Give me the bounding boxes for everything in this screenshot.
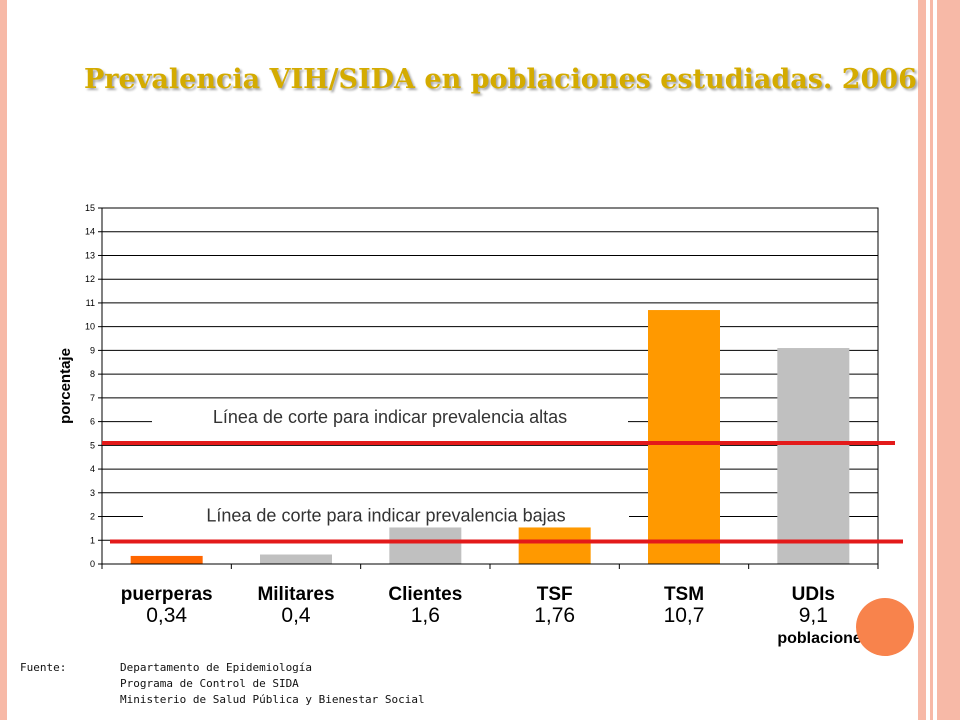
- value-label: 9,1: [799, 604, 828, 627]
- y-axis-label: porcentaje: [57, 348, 74, 424]
- source-label: Fuente:: [20, 661, 67, 674]
- bar-clientes: [389, 526, 462, 564]
- value-label: 0,34: [146, 604, 187, 627]
- frame-strip-right-1: [918, 0, 926, 720]
- value-label: 10,7: [664, 604, 705, 627]
- y-tick-label: 15: [85, 203, 95, 213]
- y-tick-label: 2: [90, 512, 95, 522]
- cutoff-lines: Línea de corte para indicar prevalencia …: [102, 407, 903, 544]
- cutoff-label-background: [143, 506, 629, 528]
- category-label: puerperas: [121, 584, 213, 605]
- bar-tsm: [648, 310, 720, 564]
- source-line: Ministerio de Salud Pública y Bienestar …: [120, 693, 425, 706]
- category-label: TSM: [664, 584, 704, 605]
- accent-circle: [856, 598, 914, 656]
- cutoff-label: Línea de corte para indicar prevalencia …: [213, 407, 567, 427]
- category-label: TSF: [537, 584, 573, 605]
- y-tick-label: 11: [86, 298, 95, 308]
- value-label: 0,4: [281, 604, 311, 627]
- value-labels: 0,34 0,4 1,6 1,76 10,7 9,1: [146, 604, 828, 627]
- slide-title: Prevalencia VIH/SIDA en poblaciones estu…: [84, 64, 917, 95]
- y-tick-label: 3: [90, 488, 95, 498]
- frame-strip-right-3: [937, 0, 960, 720]
- y-tick-label: 6: [90, 417, 95, 427]
- category-label: UDIs: [792, 584, 835, 605]
- bar-militares: [260, 554, 332, 564]
- y-tick-label: 1: [90, 535, 95, 545]
- category-label: Clientes: [388, 584, 462, 605]
- cutoff-label-background: [152, 407, 628, 429]
- category-label: Militares: [257, 584, 334, 605]
- y-tick-label: 5: [90, 440, 95, 450]
- cutoff-label: Línea de corte para indicar prevalencia …: [206, 505, 565, 525]
- y-tick-label: 8: [90, 369, 95, 379]
- x-axis-label: poblaciones: [777, 630, 870, 647]
- y-tick-label: 7: [90, 393, 95, 403]
- source-line: Departamento de Epidemiología: [120, 661, 313, 674]
- value-label: 1,76: [534, 604, 575, 627]
- bar-udis: [777, 348, 850, 564]
- grid-layer: [102, 231, 878, 541]
- y-tick-label: 10: [85, 322, 95, 332]
- y-tick-label: 12: [85, 274, 95, 284]
- category-labels: puerperas Militares Clientes TSF TSM UDIs: [101, 564, 879, 605]
- frame-strip-right-2: [930, 0, 933, 720]
- bar-puerperas: [130, 555, 203, 564]
- value-label: 1,6: [411, 604, 440, 627]
- y-tick-label: 14: [85, 227, 95, 237]
- y-tick-label: 9: [90, 345, 95, 355]
- frame-strip-left: [0, 0, 7, 720]
- bar-layer: [130, 310, 850, 564]
- source-line: Programa de Control de SIDA: [120, 677, 299, 690]
- y-tick-label: 4: [90, 464, 95, 474]
- y-tick-label: 0: [90, 559, 95, 569]
- y-tick-label: 13: [85, 250, 95, 260]
